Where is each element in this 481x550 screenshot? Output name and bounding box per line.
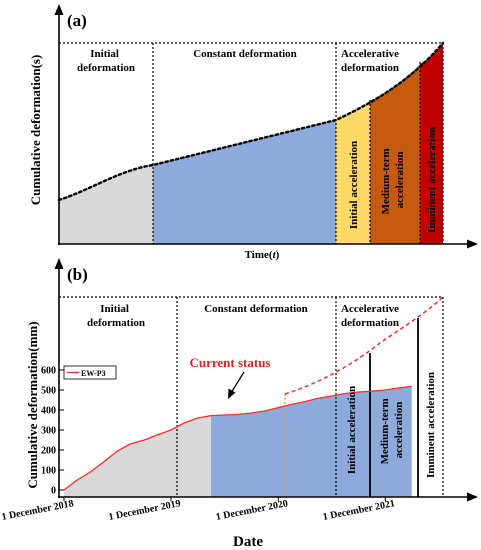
legend-label: EW-P3 [81, 369, 106, 378]
y-tick-label: 100 [41, 466, 56, 477]
substage-label-imminent-acceleration: Imminent acceleration [426, 127, 438, 233]
panel-b-xlabel: Date [233, 534, 263, 550]
x-axis-arrow-b [467, 492, 478, 502]
substage-area-initial-acceleration [336, 102, 370, 244]
stage-area-constant-b [210, 386, 412, 497]
series-line-ew-p3 [63, 385, 412, 491]
y-tick-label: 200 [41, 446, 56, 457]
stage-area-initial-b [64, 415, 211, 497]
legend: EW-P3 [63, 365, 117, 380]
panel-a-xlabel: Time(t) [245, 249, 280, 261]
y-axis-arrow [54, 4, 64, 15]
substage-label-medium-acceleration-b: Medium-term acceleration [379, 396, 405, 465]
substage-area-medium-acceleration [370, 64, 420, 244]
x-tick-label: 1 December 2018 [1, 498, 75, 523]
annotation-arrow-shaft [230, 371, 245, 394]
projection-curve [284, 296, 444, 395]
x-axis-arrow [467, 239, 478, 249]
y-tick-label: 600 [41, 366, 56, 377]
stage-label-constant: Constant deformation [193, 48, 297, 60]
x-tick-label: 1 December 2020 [215, 498, 289, 523]
substage-area-imminent-acceleration [420, 43, 443, 244]
stage-label-initial: Initial deformation [77, 48, 135, 74]
y-ticks-b: 0 100 200 300 400 500 600 [41, 366, 64, 497]
panel-b-label: (b) [67, 265, 88, 284]
stage-area-initial [59, 165, 153, 244]
stage-label-constant-b: Constant deformation [204, 303, 308, 315]
stage-label-initial-b: Initial deformation [87, 303, 145, 329]
substage-label-medium-acceleration: Medium-term acceleration [380, 146, 406, 215]
legend-box [63, 365, 117, 380]
stage-label-accelerative: Accelerative deformation [341, 48, 402, 74]
y-tick-label: 400 [41, 406, 56, 417]
panel-a-ylabel: Cumulative deformation(s) [28, 55, 43, 206]
y-axis-arrow-b [54, 258, 64, 269]
x-tick-label: 1 December 2021 [322, 498, 396, 523]
x-ticks-b: 1 December 2018 1 December 2019 1 December… [1, 497, 396, 523]
panel-a: (a) Initial deformation Constant deforma… [28, 4, 478, 261]
y-tick-label: 0 [51, 486, 56, 497]
annotation-arrow-head [228, 388, 236, 399]
annotation-current-status: Current status [189, 355, 270, 370]
stage-label-accelerative-b: Accelerative deformation [341, 303, 402, 329]
substage-label-initial-acceleration: Initial acceleration [348, 141, 360, 229]
substage-label-initial-acceleration-b: Initial acceleration [346, 386, 358, 474]
panel-a-label: (a) [67, 11, 87, 30]
panel-b-ylabel: Cumulative deformation(mm) [25, 321, 40, 488]
y-tick-label: 300 [41, 426, 56, 437]
y-tick-label: 500 [41, 386, 56, 397]
stage-area-constant [153, 120, 336, 244]
x-tick-label: 1 December 2019 [108, 498, 182, 523]
substage-label-imminent-acceleration-b: Imminent acceleration [425, 372, 437, 478]
